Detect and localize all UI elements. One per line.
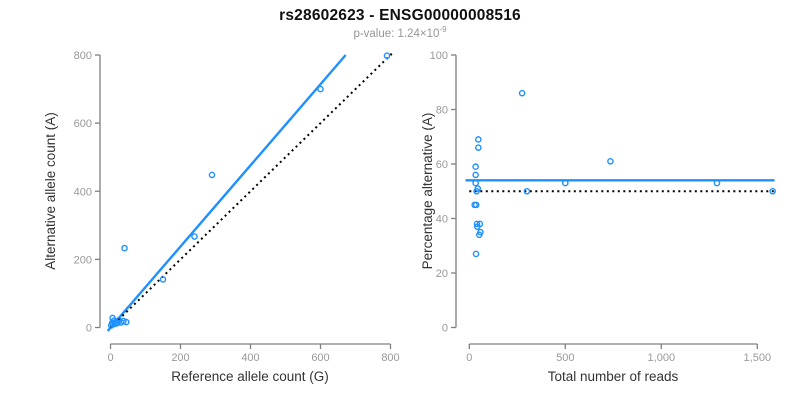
- y-tick-label: 200: [74, 254, 92, 266]
- fit-line: [106, 54, 347, 332]
- x-tick-label: 800: [381, 352, 399, 364]
- y-tick-label: 800: [74, 50, 92, 62]
- x-tick-label: 0: [107, 352, 113, 364]
- y-tick-label: 400: [74, 186, 92, 198]
- data-point: [475, 136, 482, 143]
- data-point: [121, 244, 128, 252]
- right-plot-y-axis-title: Percentage alternative (A): [420, 113, 435, 270]
- data-point: [523, 187, 531, 195]
- data-point: [383, 52, 391, 59]
- pvalue-exponent: -9: [439, 25, 447, 34]
- data-point: [208, 171, 216, 179]
- y-tick-label: 60: [436, 159, 448, 171]
- left-plot-x-axis-title: Reference allele count (G): [171, 369, 329, 384]
- x-tick-label: 400: [241, 352, 259, 364]
- right-plot: 0 500 1,000 1,500 0 20 40 60 80 100: [430, 50, 776, 364]
- data-point: [472, 171, 479, 179]
- data-point: [518, 89, 526, 97]
- data-point: [472, 163, 479, 171]
- left-plot-y-axis-title: Alternative allele count (A): [43, 112, 58, 270]
- y-tick-label: 100: [430, 50, 448, 62]
- data-point: [474, 223, 481, 230]
- data-point: [122, 318, 130, 326]
- left-plot: 0 200 400 600 800 0 200 400 600 800: [74, 50, 400, 364]
- x-tick-label: 500: [556, 352, 574, 364]
- x-tick-label: 600: [311, 352, 329, 364]
- y-tick-label: 40: [436, 214, 448, 226]
- right-plot-x-axis-title: Total number of reads: [548, 369, 679, 384]
- identity-line: [109, 52, 393, 329]
- pvalue-text: p-value: 1.24×10: [353, 27, 440, 40]
- data-point: [109, 314, 116, 322]
- y-tick-label: 80: [436, 105, 448, 117]
- y-tick-label: 0: [442, 323, 448, 335]
- data-point: [317, 85, 324, 93]
- pvalue-subtitle: p-value: 1.24×10-9: [0, 25, 800, 40]
- x-tick-label: 1,000: [648, 352, 676, 364]
- data-point: [191, 233, 198, 240]
- x-tick-label: 200: [171, 352, 189, 364]
- data-point: [473, 220, 481, 228]
- data-point: [159, 276, 167, 283]
- data-point: [607, 157, 614, 165]
- data-point: [769, 187, 776, 195]
- x-tick-label: 0: [466, 352, 472, 364]
- data-point: [475, 231, 483, 239]
- data-point: [713, 179, 721, 187]
- data-point: [473, 187, 480, 195]
- data-point: [475, 144, 482, 151]
- figure-title: rs28602623 - ENSG00000008516: [279, 7, 521, 24]
- x-tick-label: 1,500: [744, 352, 772, 364]
- data-point: [472, 179, 479, 187]
- data-point: [472, 250, 480, 258]
- y-tick-label: 20: [436, 268, 448, 280]
- data-point: [562, 179, 569, 187]
- y-tick-label: 600: [74, 118, 92, 130]
- y-tick-label: 0: [86, 323, 92, 335]
- data-point: [472, 201, 480, 209]
